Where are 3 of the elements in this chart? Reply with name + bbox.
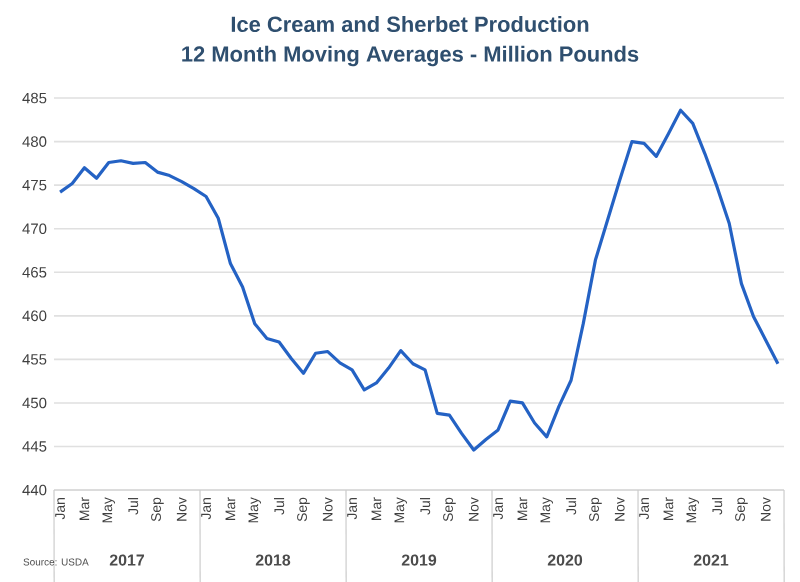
chart-title: Ice Cream and Sherbet Production: [231, 15, 589, 33]
line-series: [58, 108, 780, 452]
chart-subtitle: 12 Month Moving Averages - Million Pounds: [182, 45, 639, 67]
